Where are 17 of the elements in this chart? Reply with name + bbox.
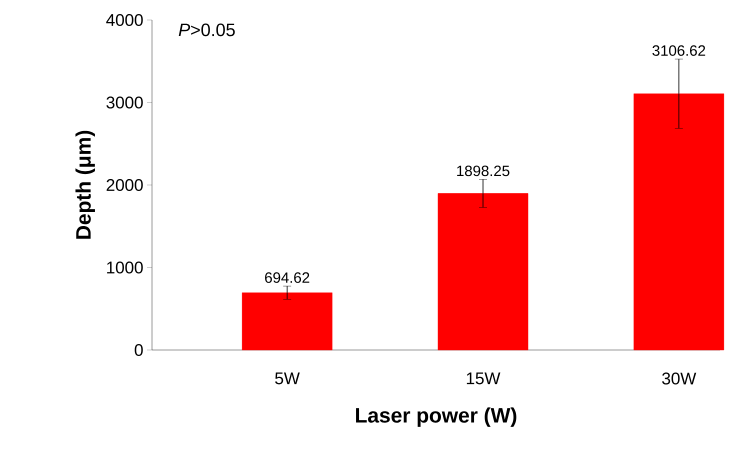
x-tick-label: 5W [275,372,300,384]
data-label: 694.62 [265,272,310,283]
y-tick-label: 3000 [106,96,143,109]
x-tick-label: 15W [466,372,500,384]
y-tick-label: 1000 [107,262,143,274]
y-tick-label: 2000 [106,179,143,192]
y-tick-label: 4000 [106,14,143,26]
data-label: 1898.25 [457,166,510,176]
x-tick-label: 30W [662,372,696,385]
annotation: P>0.05 [178,24,235,36]
bar [634,94,724,350]
bar [242,292,332,350]
y-tick-label: 0 [134,344,143,356]
x-axis-title: Laser power (W) [356,407,516,427]
y-axis-title: Depth (μm) [75,130,95,239]
bar [438,193,528,350]
data-label: 3106.62 [652,45,706,56]
